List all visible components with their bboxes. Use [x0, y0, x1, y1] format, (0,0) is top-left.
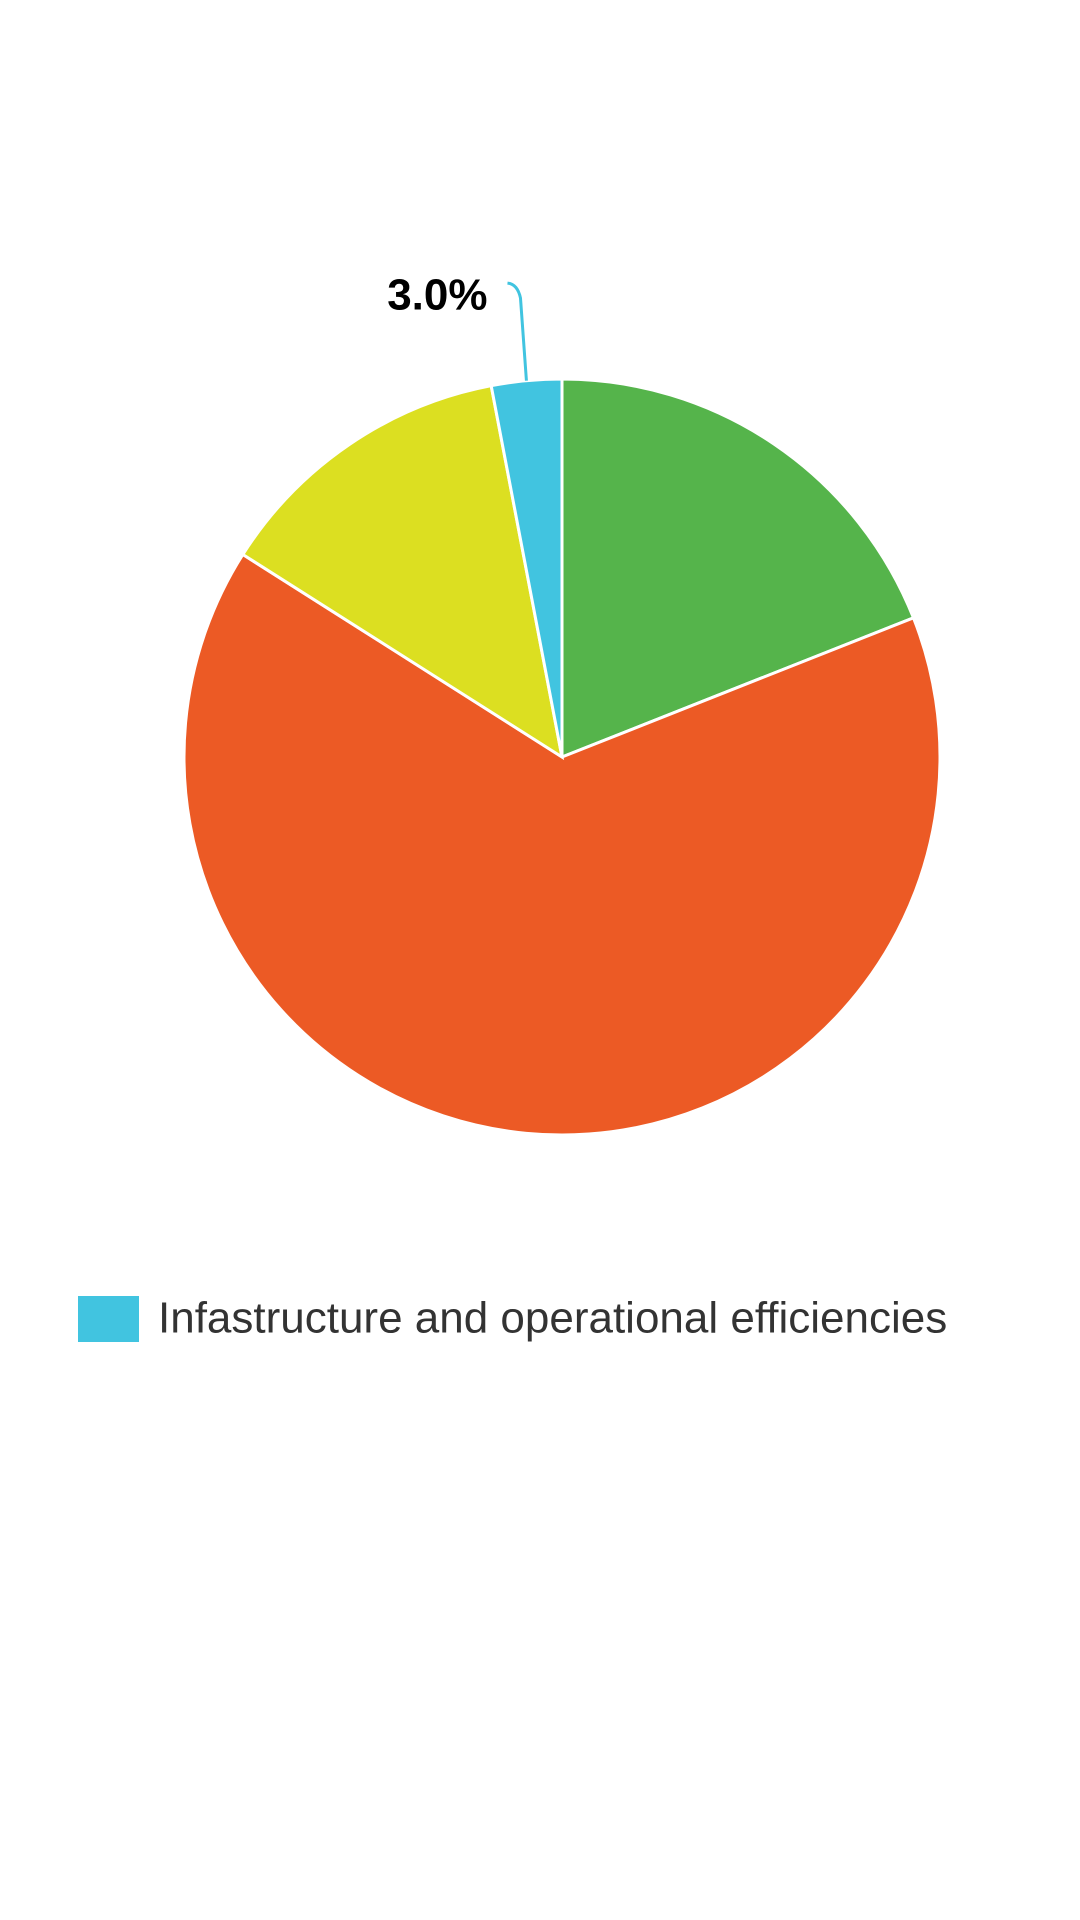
- data-label: 3.0%: [387, 271, 487, 320]
- pie-slice: [489, 377, 564, 758]
- pie-slice: [560, 377, 916, 760]
- legend-swatch: [78, 1296, 139, 1342]
- pie-slice: [182, 552, 942, 1137]
- legend-label: Infastructure and operational efficienci…: [158, 1294, 947, 1343]
- pie-slice: [240, 383, 565, 761]
- leader-line: [507, 281, 528, 381]
